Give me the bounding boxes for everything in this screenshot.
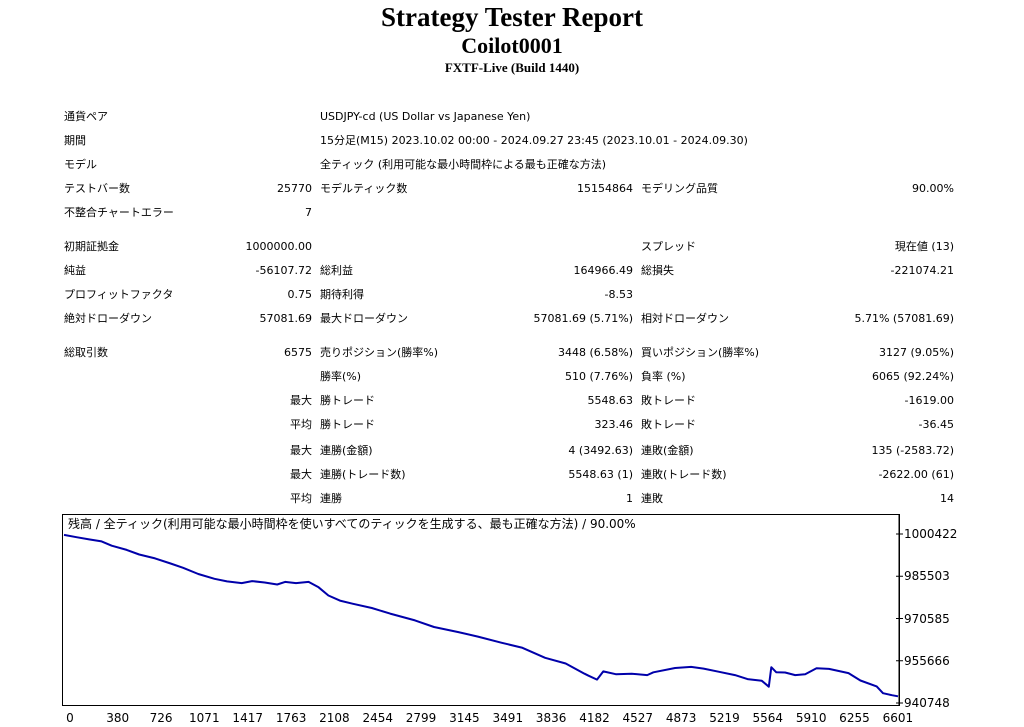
short-positions-value: 3448 (6.58%) bbox=[557, 346, 633, 359]
profit-factor-value: 0.75 bbox=[287, 288, 313, 301]
report-title: Strategy Tester Report bbox=[381, 2, 643, 32]
balance-chart-frame bbox=[62, 514, 900, 706]
deposit-value: 1000000.00 bbox=[245, 240, 312, 253]
largest-win-label: 勝トレード bbox=[320, 394, 375, 407]
consec-losses-count-label: 連敗(トレード数) bbox=[641, 468, 727, 481]
server-build: FXTF-Live (Build 1440) bbox=[444, 60, 580, 75]
y-tick-label: 1000422 bbox=[904, 527, 958, 541]
period-label: 期間 bbox=[64, 134, 86, 147]
x-tick-label: 1763 bbox=[275, 711, 307, 725]
largest-win-value: 5548.63 bbox=[587, 394, 634, 407]
x-tick-label: 5910 bbox=[795, 711, 827, 725]
loss-rate-value: 6065 (92.24%) bbox=[871, 370, 954, 383]
win-rate-label: 勝率(%) bbox=[320, 370, 362, 383]
short-positions-label: 売りポジション(勝率%) bbox=[320, 346, 439, 359]
x-tick-label: 6601 bbox=[882, 711, 914, 725]
x-tick-label: 2799 bbox=[405, 711, 437, 725]
x-tick-label: 380 bbox=[106, 711, 130, 725]
x-tick-label: 726 bbox=[149, 711, 173, 725]
bars-value: 25770 bbox=[277, 182, 312, 195]
errors-value: 7 bbox=[305, 206, 312, 219]
max-consec-count-row-label: 最大 bbox=[290, 468, 312, 481]
consec-wins-count-label: 連勝(トレード数) bbox=[320, 468, 406, 481]
long-positions-label: 買いポジション(勝率%) bbox=[641, 346, 760, 359]
consec-wins-amount-label: 連勝(金額) bbox=[320, 444, 373, 457]
avg-consec-row-label: 平均 bbox=[290, 492, 312, 505]
average-win-value: 323.46 bbox=[594, 418, 634, 431]
win-rate-value: 510 (7.76%) bbox=[564, 370, 633, 383]
gross-loss-label: 総損失 bbox=[641, 264, 674, 277]
average-win-label: 勝トレード bbox=[320, 418, 375, 431]
total-trades-label: 総取引数 bbox=[64, 346, 108, 359]
quality-value: 90.00% bbox=[912, 182, 954, 195]
profit-factor-label: プロフィットファクタ bbox=[64, 288, 174, 301]
consec-wins-count-value: 5548.63 (1) bbox=[568, 468, 633, 481]
x-tick-label: 1417 bbox=[232, 711, 263, 725]
net-profit-value: -56107.72 bbox=[255, 264, 312, 277]
absolute-drawdown-label: 絶対ドローダウン bbox=[64, 312, 152, 325]
avg-consec-wins-label: 連勝 bbox=[320, 492, 342, 505]
bars-label: テストバー数 bbox=[64, 182, 130, 195]
symbol-value: USDJPY-cd (US Dollar vs Japanese Yen) bbox=[320, 110, 531, 123]
largest-loss-label: 敗トレード bbox=[641, 394, 696, 407]
relative-drawdown-label: 相対ドローダウン bbox=[641, 312, 729, 325]
x-tick-label: 6255 bbox=[839, 711, 870, 725]
avg-consec-losses-value: 14 bbox=[940, 492, 954, 505]
max-consec-amount-row-label: 最大 bbox=[290, 444, 312, 457]
avg-consec-wins-value: 1 bbox=[626, 492, 633, 505]
expected-payoff-label: 期待利得 bbox=[320, 288, 364, 301]
ea-name: Coilot0001 bbox=[461, 33, 563, 58]
symbol-label: 通貨ペア bbox=[64, 110, 108, 123]
average-loss-value: -36.45 bbox=[918, 418, 954, 431]
average-loss-label: 敗トレード bbox=[641, 418, 696, 431]
largest-loss-value: -1619.00 bbox=[904, 394, 954, 407]
quality-label: モデリング品質 bbox=[641, 182, 718, 195]
long-positions-value: 3127 (9.05%) bbox=[878, 346, 954, 359]
errors-label: 不整合チャートエラー bbox=[64, 206, 174, 219]
x-tick-label: 3491 bbox=[492, 711, 524, 725]
consec-wins-amount-value: 4 (3492.63) bbox=[568, 444, 633, 457]
deposit-label: 初期証拠金 bbox=[64, 240, 119, 253]
x-tick-label: 4873 bbox=[665, 711, 697, 725]
consec-losses-count-value: -2622.00 (61) bbox=[878, 468, 954, 481]
gross-profit-value: 164966.49 bbox=[573, 264, 634, 277]
x-tick-label: 1071 bbox=[189, 711, 220, 725]
maximal-drawdown-value: 57081.69 (5.71%) bbox=[533, 312, 633, 325]
x-tick-label: 5219 bbox=[709, 711, 740, 725]
ticks-label: モデルティック数 bbox=[320, 182, 408, 195]
y-tick-label: 955666 bbox=[904, 653, 950, 668]
x-tick-label: 3836 bbox=[535, 711, 567, 725]
model-label: モデル bbox=[64, 158, 97, 171]
y-tick-label: 940748 bbox=[904, 696, 950, 710]
total-trades-value: 6575 bbox=[284, 346, 312, 359]
chart-title: 残高 / 全ティック(利用可能な最小時間枠を使いすべてのティックを生成する、最も… bbox=[68, 517, 636, 531]
consec-losses-amount-value: 135 (-2583.72) bbox=[871, 444, 954, 457]
x-tick-label: 4527 bbox=[622, 711, 654, 725]
largest-row-label: 最大 bbox=[290, 394, 312, 407]
x-tick-label: 2454 bbox=[362, 711, 394, 725]
net-profit-label: 純益 bbox=[64, 264, 86, 277]
expected-payoff-value: -8.53 bbox=[604, 288, 633, 301]
period-value: 15分足(M15) 2023.10.02 00:00 - 2024.09.27 … bbox=[320, 134, 748, 147]
absolute-drawdown-value: 57081.69 bbox=[259, 312, 313, 325]
relative-drawdown-value: 5.71% (57081.69) bbox=[854, 312, 954, 325]
spread-label: スプレッド bbox=[641, 240, 696, 253]
x-tick-label: 5564 bbox=[752, 711, 784, 725]
gross-loss-value: -221074.21 bbox=[890, 264, 954, 277]
loss-rate-label: 負率 (%) bbox=[641, 370, 686, 383]
spread-value: 現在値 (13) bbox=[894, 240, 954, 253]
maximal-drawdown-label: 最大ドローダウン bbox=[320, 312, 408, 325]
avg-consec-losses-label: 連敗 bbox=[641, 492, 663, 505]
ticks-value: 15154864 bbox=[577, 182, 633, 195]
y-tick-label: 985503 bbox=[904, 569, 950, 584]
x-tick-label: 2108 bbox=[319, 711, 350, 725]
y-tick-label: 970585 bbox=[904, 611, 950, 626]
x-tick-label: 3145 bbox=[449, 711, 480, 725]
x-tick-label: 4182 bbox=[579, 711, 610, 725]
consec-losses-amount-label: 連敗(金額) bbox=[641, 444, 694, 457]
gross-profit-label: 総利益 bbox=[320, 264, 353, 277]
model-value: 全ティック (利用可能な最小時間枠による最も正確な方法) bbox=[320, 158, 607, 171]
x-tick-label: 0 bbox=[66, 711, 74, 725]
average-row-label: 平均 bbox=[290, 418, 312, 431]
